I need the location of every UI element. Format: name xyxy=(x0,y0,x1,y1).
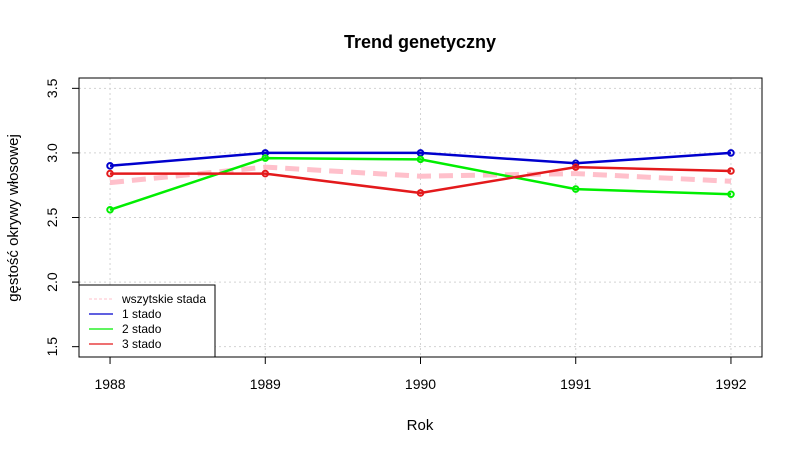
series-group xyxy=(106,149,735,214)
data-point xyxy=(416,189,425,197)
series-line xyxy=(109,151,732,168)
axes: 1988 1989 1990 1991 1992 1.5 2.0 2.5 3.0 3.5 xyxy=(44,78,747,392)
data-point xyxy=(106,162,114,170)
x-tick-label: 1991 xyxy=(560,376,591,392)
series-line xyxy=(110,165,732,195)
data-point xyxy=(261,154,270,162)
x-tick-label: 1990 xyxy=(405,376,436,392)
y-tick-label: 2.0 xyxy=(44,272,60,292)
series-herd-1 xyxy=(106,149,735,170)
data-point xyxy=(727,167,735,175)
series-herd-3 xyxy=(106,163,735,197)
data-point xyxy=(727,149,735,157)
plot-area-frame xyxy=(78,77,763,358)
x-tick-label: 1989 xyxy=(250,376,281,392)
y-tick-label: 1.5 xyxy=(44,337,60,357)
legend-label: 3 stado xyxy=(122,337,162,351)
data-point xyxy=(727,190,735,199)
legend-label: wszytskie stada xyxy=(121,292,206,306)
legend-box xyxy=(78,284,216,358)
data-point xyxy=(571,163,580,171)
chart-title: Trend genetyczny xyxy=(344,32,496,52)
x-axis-title: Rok xyxy=(407,417,434,434)
x-tick-label: 1992 xyxy=(715,376,746,392)
y-axis-title: gęstość okrywy włosowej xyxy=(5,134,22,302)
y-tick-label: 3.0 xyxy=(44,143,60,163)
y-tick-label: 3.5 xyxy=(44,78,60,98)
series-line xyxy=(109,164,732,186)
data-point xyxy=(261,169,270,178)
series-line xyxy=(109,156,732,211)
series-herd-2 xyxy=(106,154,735,214)
y-tick-label: 2.5 xyxy=(44,208,60,228)
data-point xyxy=(106,205,114,214)
data-point xyxy=(106,169,114,178)
x-tick-label: 1988 xyxy=(94,376,125,392)
legend-label: 1 stado xyxy=(122,307,162,321)
data-point xyxy=(571,185,580,193)
series-all-herds xyxy=(109,164,732,186)
legend-label: 2 stado xyxy=(122,322,162,336)
data-point xyxy=(416,155,425,164)
